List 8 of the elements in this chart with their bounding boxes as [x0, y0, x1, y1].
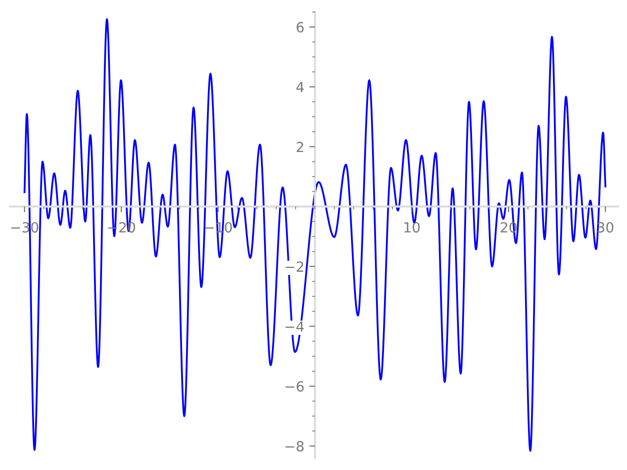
y-tick-label: −4 — [286, 321, 304, 332]
y-tick-label: 2 — [296, 142, 304, 152]
y-tick-label: −2 — [286, 261, 304, 272]
y-tick-label: 6 — [296, 22, 304, 32]
x-tick-label: 10 — [404, 222, 420, 233]
y-tick-label: −6 — [286, 381, 304, 392]
y-tick-label: 4 — [296, 82, 304, 92]
y-tick-label: −8 — [286, 440, 304, 452]
